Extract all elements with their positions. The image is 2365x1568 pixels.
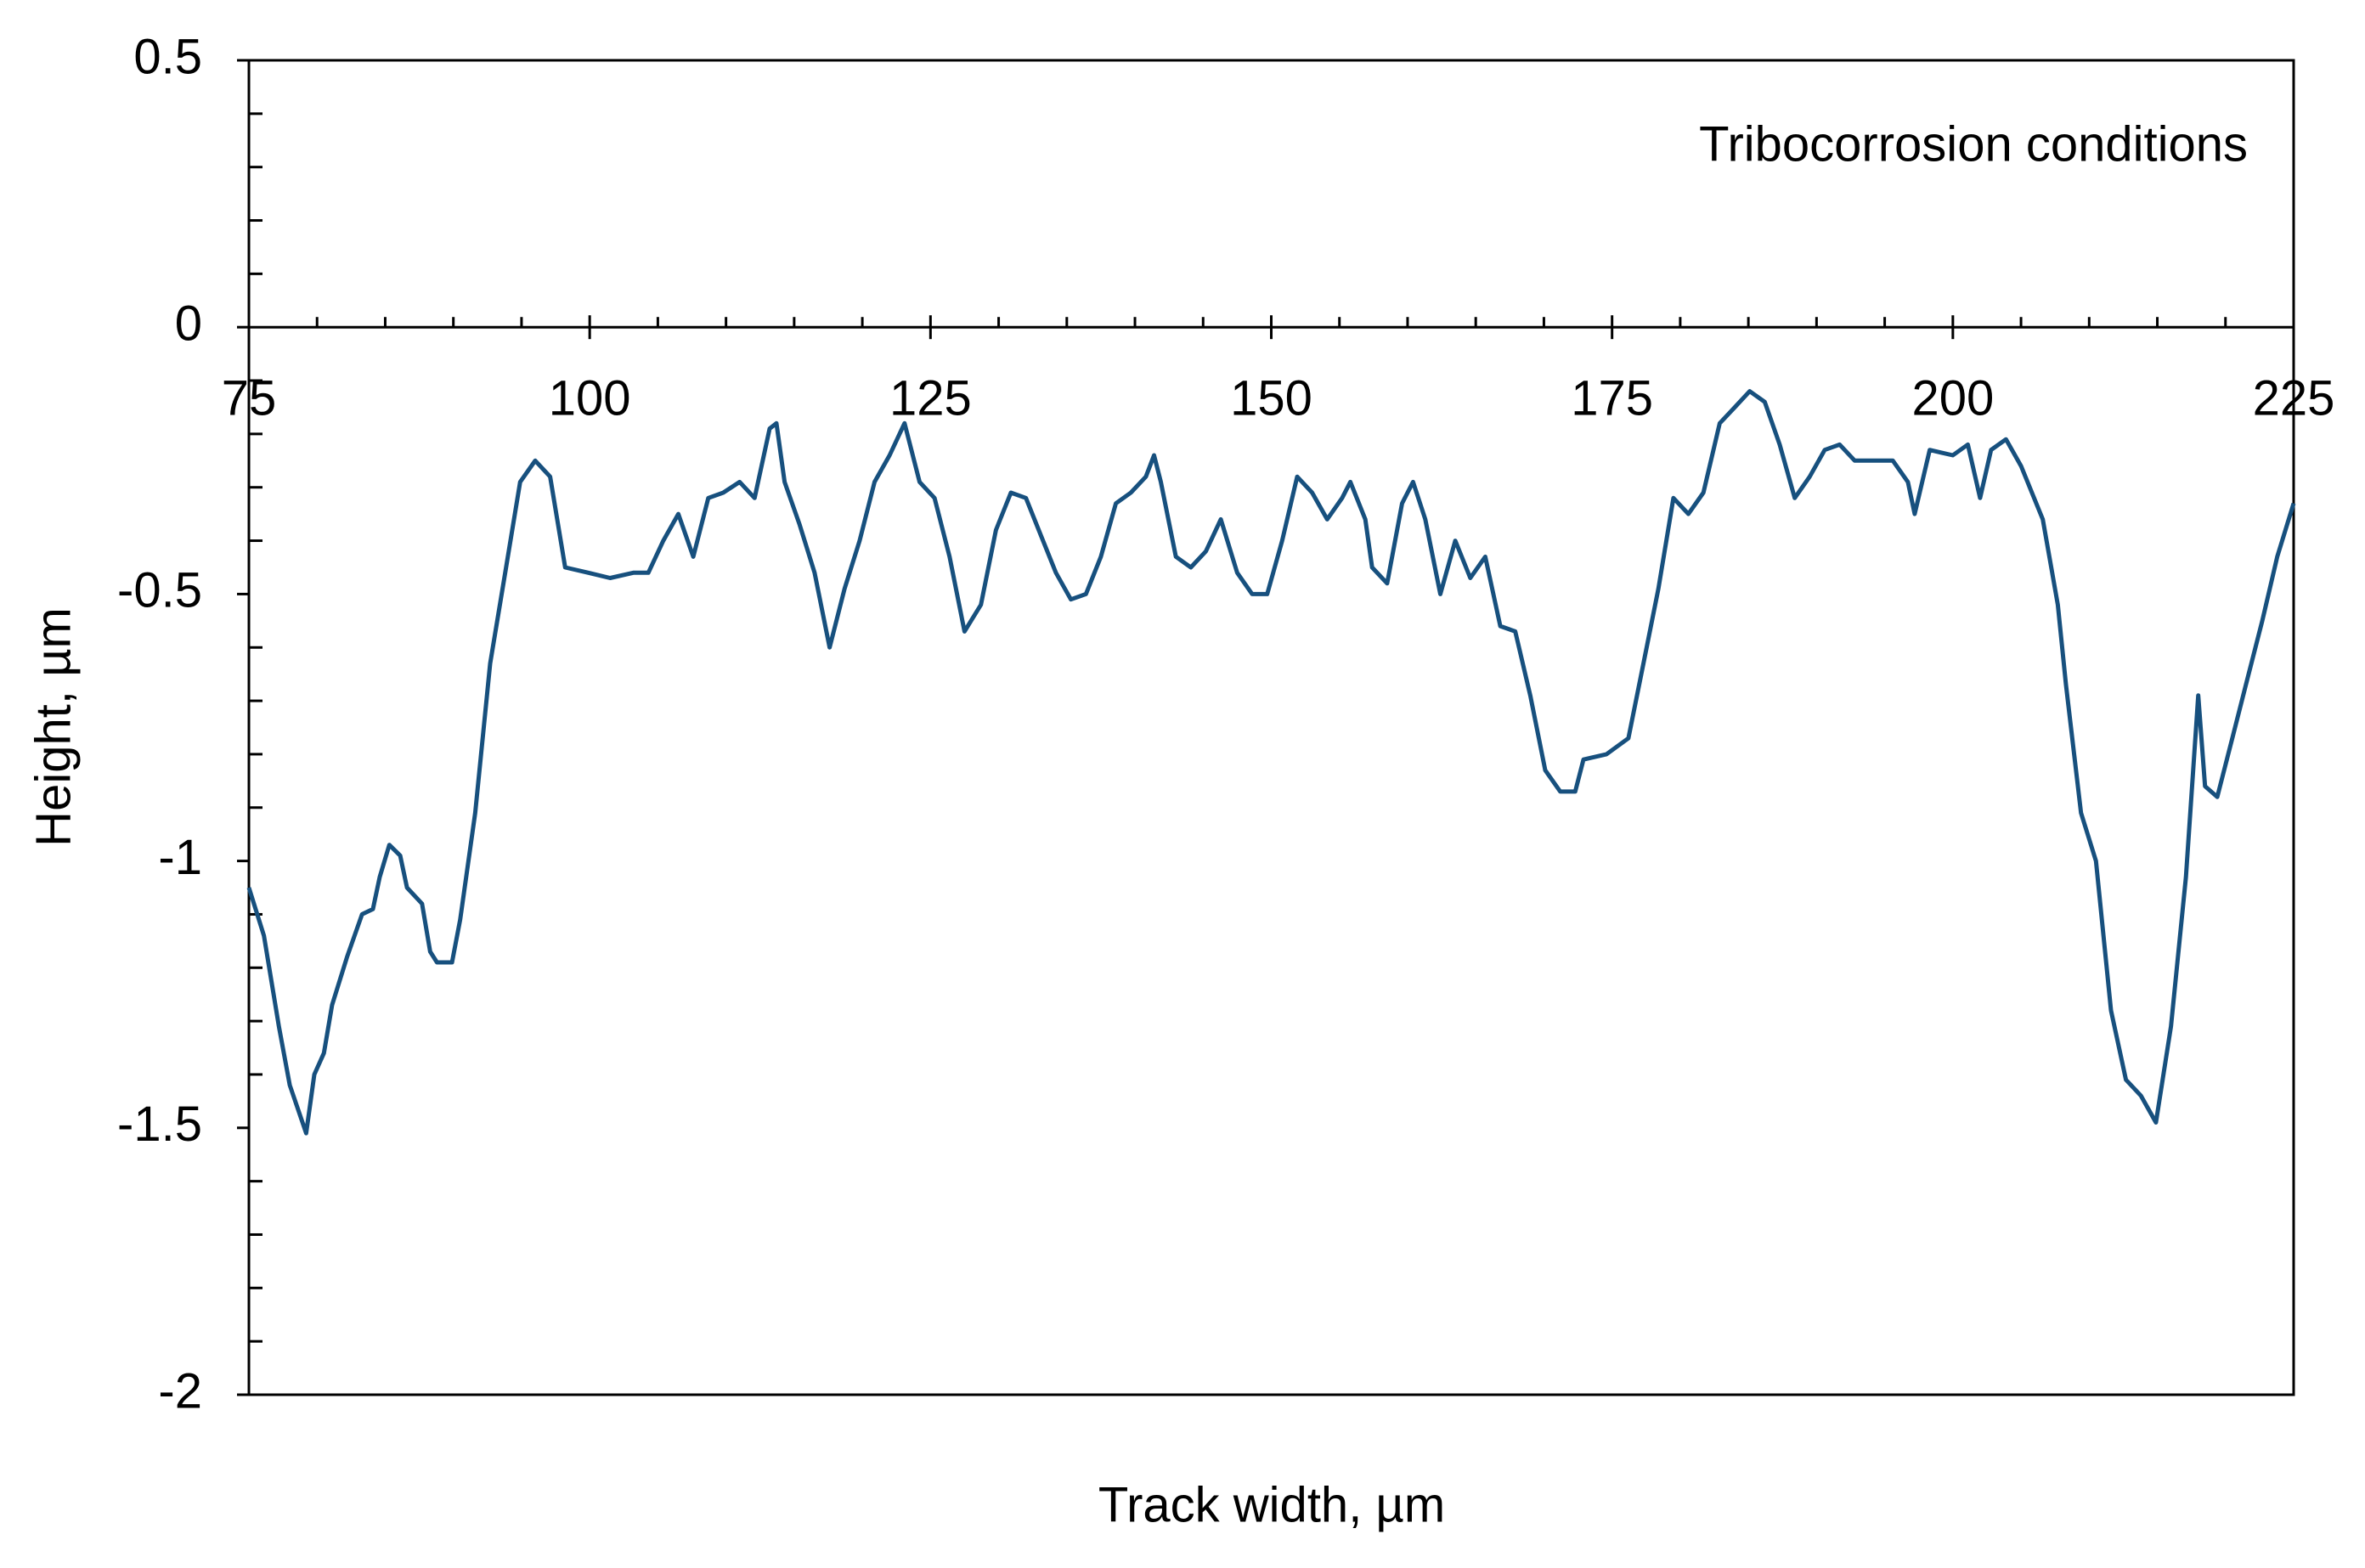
- x-tick-label: 225: [2253, 371, 2335, 426]
- y-tick-label: 0.5: [133, 29, 202, 84]
- x-tick-label: 100: [549, 371, 631, 426]
- y-tick-label: 0: [175, 296, 202, 352]
- x-tick-label: 200: [1911, 371, 1994, 426]
- x-tick-label: 125: [889, 371, 972, 426]
- y-tick-label: -1.5: [117, 1097, 202, 1152]
- x-axis-title: Track width, µm: [1098, 1477, 1445, 1532]
- x-tick-label: 75: [222, 371, 277, 426]
- y-tick-label: -1: [158, 830, 202, 885]
- data-line: [246, 389, 2296, 1136]
- annotation: Tribocorrosion conditions: [1699, 116, 2248, 172]
- x-tick-label: 150: [1230, 371, 1312, 426]
- x-tick-label: 175: [1571, 371, 1653, 426]
- plot-frame: [247, 59, 2295, 1396]
- y-tick-label: -2: [158, 1363, 202, 1419]
- y-axis-title: Height, µm: [25, 607, 81, 847]
- y-tick-label: -0.5: [117, 563, 202, 618]
